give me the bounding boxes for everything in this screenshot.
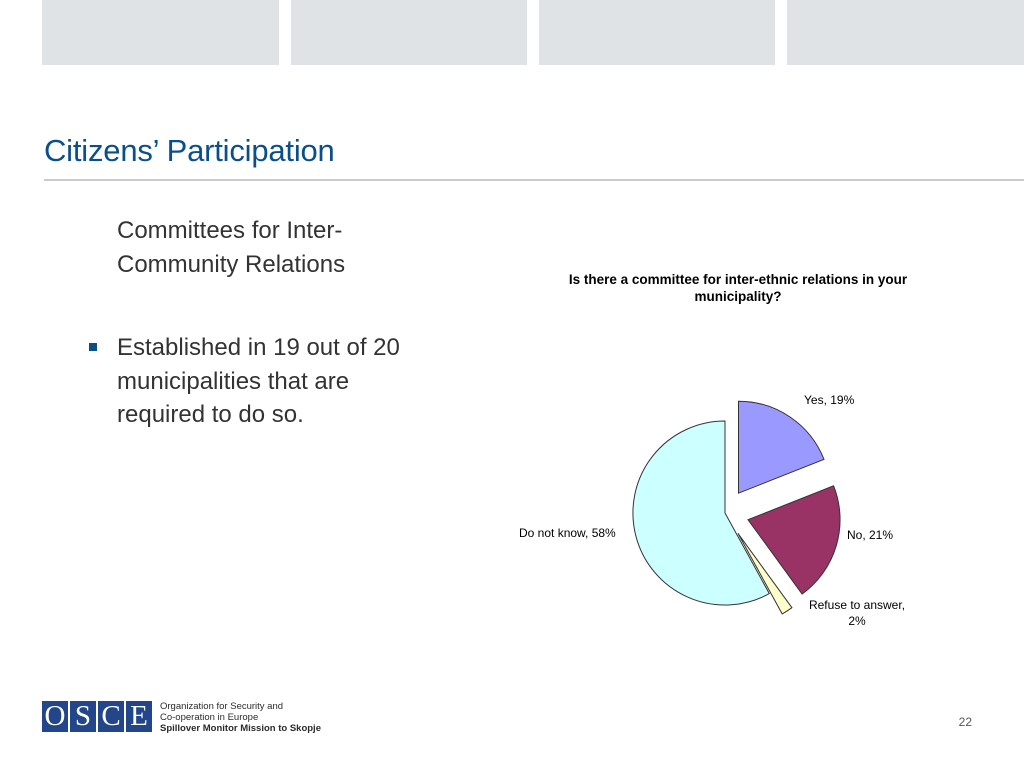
header-block-2 [291,0,527,65]
pie-chart: Is there a committee for inter-ethnic re… [519,272,908,628]
header-block-4 [787,0,1024,65]
logo-letter-e: E [126,701,152,732]
chart-title-line1: Is there a committee for inter-ethnic re… [569,272,908,287]
title-divider [44,179,1024,181]
header-block-3 [539,0,775,65]
bullet-text: Established in 19 out of 20 municipaliti… [117,334,400,428]
bullet-square-icon [89,343,97,351]
pie-slice-do-not-know [632,420,770,606]
osce-logo: O S C E [42,701,154,732]
slice-label-yes: Yes, 19% [804,393,855,407]
org-line-2: Co-operation in Europe [160,712,259,723]
mission-name: Spillover Monitor Mission to Skopje [160,723,321,734]
org-line-1: Organization for Security and [160,701,284,712]
page-number: 22 [958,715,972,729]
logo-letter-o: O [42,701,68,732]
organization-name: Organization for Security and Co-operati… [160,701,321,734]
slice-label-do-not-know: Do not know, 58% [519,526,616,540]
slice-label-refuse-line1: Refuse to answer, [809,598,905,612]
chart-title-line2: municipality? [694,289,781,304]
slide-title: Citizens’ Participation [44,133,335,168]
pie-slice-yes [738,400,825,494]
pie-slice-no [747,485,841,595]
logo-letter-c: C [98,701,124,732]
slice-label-refuse-line2: 2% [848,614,866,628]
pie-slice-refuse [737,533,793,615]
sub-heading: Committees for Inter-Community Relations [117,217,346,278]
logo-letter-s: S [70,701,96,732]
slice-label-no: No, 21% [847,528,893,542]
header-block-1 [42,0,279,65]
